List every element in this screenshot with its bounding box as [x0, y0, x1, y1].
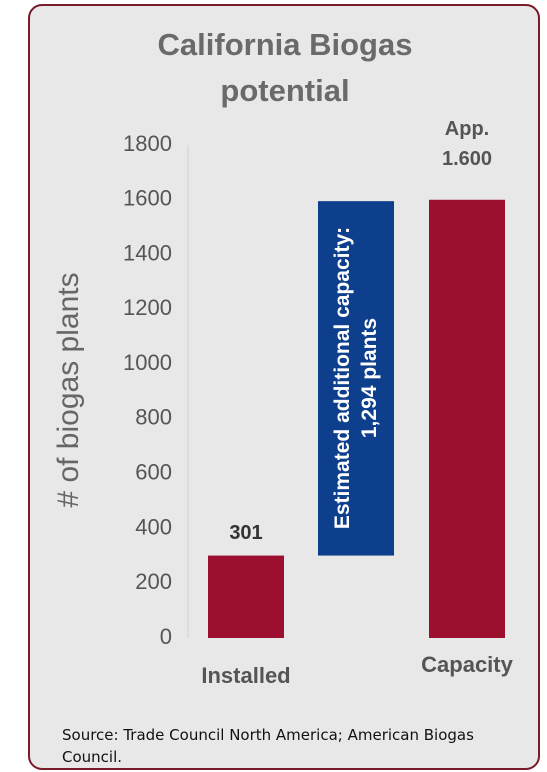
y-tick-label: 400 [135, 514, 172, 539]
x-tick-label: Capacity [421, 652, 513, 677]
bar-label: Estimated additional capacity: 1,294 pla… [331, 227, 381, 530]
y-tick-label: 800 [135, 405, 172, 430]
y-tick-label: 1000 [123, 350, 172, 375]
value-label: 301 [229, 522, 262, 544]
y-tick-label: 1600 [123, 186, 172, 211]
y-tick-label: 1200 [123, 295, 172, 320]
y-tick-label: 200 [135, 569, 172, 594]
bar [429, 199, 505, 638]
y-tick-label: 1400 [123, 240, 172, 265]
y-tick-label: 1800 [123, 131, 172, 156]
y-axis-label: # of biogas plants [52, 272, 85, 507]
value-label: App. 1.600 [442, 118, 492, 170]
y-tick-label: 0 [160, 624, 172, 649]
x-tick-label: Installed [201, 663, 290, 688]
bar [318, 201, 394, 556]
y-tick-label: 600 [135, 459, 172, 484]
source-note: Source: Trade Council North America; Ame… [62, 726, 474, 766]
chart-title: California Biogas potential [157, 27, 413, 108]
bar [208, 555, 284, 638]
